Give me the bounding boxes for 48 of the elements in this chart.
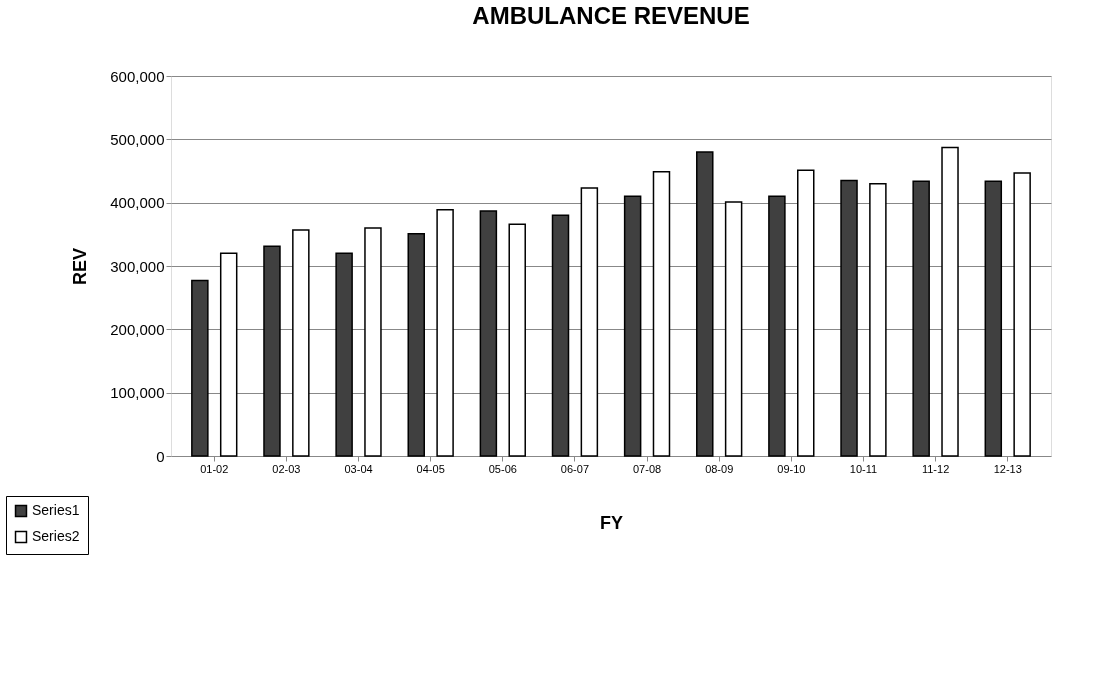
legend-label: Series2 [32, 528, 80, 544]
x-tick-label: 12-13 [993, 462, 1022, 475]
bar [407, 232, 425, 457]
y-tick-label: 500,000 [110, 130, 165, 148]
x-tick-label: 02-03 [272, 462, 301, 475]
x-tick-label: 09-10 [777, 462, 806, 475]
bar [696, 151, 714, 457]
y-tick-label: 200,000 [110, 320, 165, 338]
bar [263, 245, 281, 457]
bar [768, 195, 786, 457]
legend-label: Series1 [32, 502, 80, 518]
bar [191, 279, 209, 457]
bar [724, 201, 743, 457]
bar [840, 179, 858, 457]
x-tick-label: 10-11 [849, 462, 878, 475]
bar [508, 223, 526, 457]
bar [797, 169, 815, 457]
y-tick-label: 400,000 [110, 194, 165, 212]
bar [623, 195, 642, 457]
y-tick-label: 600,000 [110, 67, 165, 85]
bar [984, 180, 1003, 457]
y-axis-title: REV [70, 247, 91, 286]
bar [551, 214, 570, 457]
x-tick-label: 05-06 [488, 462, 517, 475]
y-tick-label: 100,000 [110, 384, 165, 402]
y-tick-label: 300,000 [110, 257, 165, 275]
y-tick-label: 0 [156, 447, 165, 465]
bar [912, 180, 930, 457]
bar [219, 252, 238, 457]
x-tick-label: 07-08 [633, 462, 662, 475]
bar [869, 182, 887, 457]
x-tick-label: 11-12 [921, 462, 950, 475]
bar [1013, 172, 1031, 457]
bar [941, 146, 959, 457]
bar [335, 252, 353, 457]
bar [364, 227, 382, 457]
x-axis-title: FY [599, 512, 624, 533]
chart-title: AMBULANCE REVENUE [472, 2, 750, 29]
bar [436, 208, 454, 457]
x-tick-label: 08-09 [705, 462, 734, 475]
bar [479, 210, 498, 457]
x-tick-label: 01-02 [200, 462, 229, 475]
bar [580, 187, 599, 457]
x-tick-label: 03-04 [344, 462, 373, 475]
bar [292, 229, 310, 457]
x-tick-label: 04-05 [416, 462, 445, 475]
bar [652, 170, 671, 457]
x-tick-label: 06-07 [560, 462, 589, 475]
